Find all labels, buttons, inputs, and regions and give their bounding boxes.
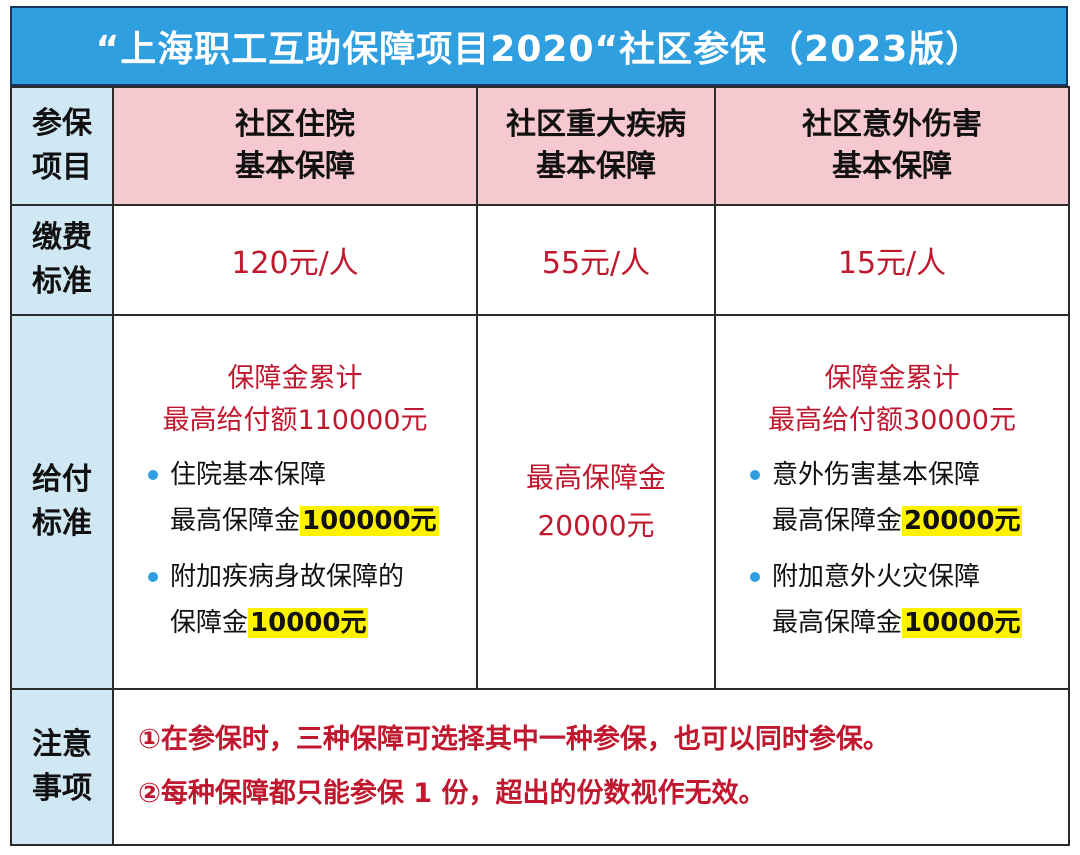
payout-summary-line: 保障金累计 [824,363,960,394]
amount-label: 最高保障金 [772,506,903,536]
highlight-amount: 10000元 [902,608,1023,638]
notes-cell: ①在参保时，三种保障可选择其中一种参保，也可以同时参保。 ②每种保障都只能参保 … [112,688,1070,846]
row-label-line: 给付 [32,462,92,497]
payout-hospital: 保障金累计 最高给付额110000元 住院基本保障 最高保障金100000元 附… [112,314,478,690]
list-item-line: 最高保障金10000元 [772,600,1023,646]
insurance-table: 参保 项目 社区住院 基本保障 社区重大疾病 基本保障 社区意外伤害 基本保障 … [10,86,1070,846]
row-label-insurance-item: 参保 项目 [10,86,114,206]
note-line: ②每种保障都只能参保 1 份，超出的份数视作无效。 [138,778,766,809]
payout-summary-line: 最高给付额110000元 [162,405,428,436]
list-item-line: 住院基本保障 [170,460,327,490]
column-header-critical-illness: 社区重大疾病 基本保障 [476,86,716,206]
payout-critical-illness: 最高保障金 20000元 [476,314,716,690]
list-item-line: 保障金10000元 [170,600,404,646]
payout-summary-line: 最高保障金 [525,461,666,494]
payout-accident: 保障金累计 最高给付额30000元 意外伤害基本保障 最高保障金20000元 附… [714,314,1070,690]
list-item-text: 意外伤害基本保障 最高保障金20000元 [772,452,1023,544]
payout-summary: 保障金累计 最高给付额110000元 [114,358,476,442]
amount-label: 最高保障金 [170,506,301,536]
list-item: 附加疾病身故保障的 保障金10000元 [114,554,476,646]
list-item-text: 住院基本保障 最高保障金100000元 [170,452,439,544]
column-header-line: 基本保障 [832,149,952,184]
row-label-line: 注意 [32,727,92,762]
page-title: “上海职工互助保障项目2020“社区参保（2023版） [10,6,1068,86]
column-header-line: 社区意外伤害 [802,107,982,142]
row-label-line: 事项 [32,771,92,806]
list-item-line: 附加疾病身故保障的 [170,562,405,592]
row-label-line: 缴费 [32,220,92,255]
column-header-line: 社区重大疾病 [506,107,686,142]
row-label-fee-standard: 缴费 标准 [10,204,114,316]
payout-summary-line: 最高给付额30000元 [768,405,1016,436]
column-header-line: 基本保障 [235,149,355,184]
highlight-amount: 10000元 [248,608,369,638]
highlight-amount: 20000元 [902,506,1023,536]
row-label-line: 参保 [32,106,92,141]
list-item-line: 附加意外火灾保障 [772,562,981,592]
row-label-payout-standard: 给付 标准 [10,314,114,690]
column-header-line: 社区住院 [235,107,355,142]
list-item: 住院基本保障 最高保障金100000元 [114,452,476,544]
highlight-amount: 100000元 [300,506,439,536]
row-label-notes: 注意 事项 [10,688,114,846]
bullet-icon [750,470,760,480]
list-item-line: 意外伤害基本保障 [772,460,981,490]
list-item: 意外伤害基本保障 最高保障金20000元 [716,452,1068,544]
column-header-hospital: 社区住院 基本保障 [112,86,478,206]
list-item-line: 最高保障金100000元 [170,498,439,544]
column-header-line: 基本保障 [536,149,656,184]
bullet-icon [148,572,158,582]
row-label-line: 标准 [32,506,92,541]
payout-summary: 保障金累计 最高给付额30000元 [716,358,1068,442]
fee-hospital: 120元/人 [112,204,478,316]
list-item-text: 附加疾病身故保障的 保障金10000元 [170,554,404,646]
list-item-text: 附加意外火灾保障 最高保障金10000元 [772,554,1023,646]
column-header-accident: 社区意外伤害 基本保障 [714,86,1070,206]
list-item: 附加意外火灾保障 最高保障金10000元 [716,554,1068,646]
bullet-icon [148,470,158,480]
note-line: ①在参保时，三种保障可选择其中一种参保，也可以同时参保。 [138,724,890,755]
amount-label: 保障金 [170,608,249,638]
row-label-line: 标准 [32,264,92,299]
row-label-line: 项目 [32,150,92,185]
fee-critical-illness: 55元/人 [476,204,716,316]
fee-accident: 15元/人 [714,204,1070,316]
payout-summary-line: 20000元 [537,509,655,542]
payout-summary-line: 保障金累计 [227,363,363,394]
list-item-line: 最高保障金20000元 [772,498,1023,544]
amount-label: 最高保障金 [772,608,903,638]
bullet-icon [750,572,760,582]
